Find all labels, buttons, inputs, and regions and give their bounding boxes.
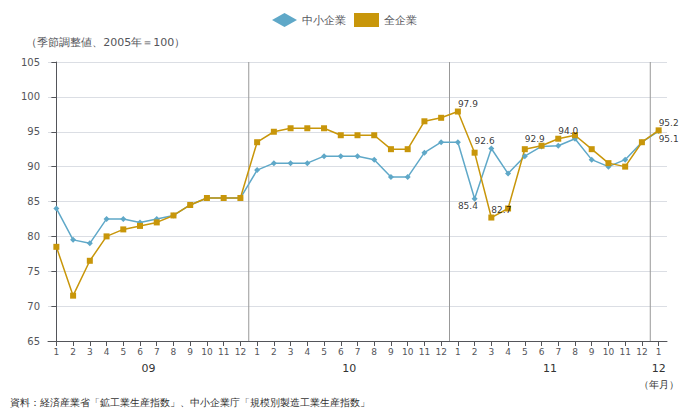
svg-text:3: 3 — [288, 347, 294, 357]
svg-text:94.0: 94.0 — [558, 126, 578, 136]
svg-text:12: 12 — [652, 362, 666, 375]
svg-text:4: 4 — [304, 347, 310, 357]
svg-text:11: 11 — [619, 347, 630, 357]
svg-text:11: 11 — [218, 347, 229, 357]
svg-text:100: 100 — [21, 91, 40, 102]
svg-text:105: 105 — [21, 57, 40, 68]
svg-text:10: 10 — [402, 347, 414, 357]
svg-text:（年月）: （年月） — [639, 379, 679, 390]
svg-text:8: 8 — [572, 347, 578, 357]
svg-text:5: 5 — [522, 347, 528, 357]
svg-text:2: 2 — [472, 347, 478, 357]
svg-text:82.7: 82.7 — [491, 205, 511, 215]
svg-text:6: 6 — [338, 347, 344, 357]
svg-text:6: 6 — [539, 347, 545, 357]
svg-text:09: 09 — [141, 362, 155, 375]
svg-text:5: 5 — [120, 347, 126, 357]
svg-text:95.1: 95.1 — [659, 134, 679, 144]
svg-text:12: 12 — [235, 347, 246, 357]
svg-text:全企業: 全企業 — [384, 14, 417, 27]
svg-text:92.9: 92.9 — [525, 134, 545, 144]
svg-text:（季節調整値、2005年＝100）: （季節調整値、2005年＝100） — [26, 36, 185, 49]
svg-text:11: 11 — [543, 362, 557, 375]
svg-text:90: 90 — [27, 161, 40, 172]
svg-text:8: 8 — [371, 347, 377, 357]
svg-text:95: 95 — [27, 126, 40, 137]
svg-text:11: 11 — [419, 347, 430, 357]
svg-text:中小企業: 中小企業 — [302, 14, 346, 27]
svg-text:3: 3 — [488, 347, 494, 357]
svg-text:97.9: 97.9 — [458, 99, 478, 109]
svg-text:資料：経済産業省「鉱工業生産指数」、中小企業庁「規模別製造工: 資料：経済産業省「鉱工業生産指数」、中小企業庁「規模別製造工業生産指数」 — [10, 397, 370, 408]
svg-text:85.4: 85.4 — [458, 201, 478, 211]
svg-text:4: 4 — [104, 347, 110, 357]
svg-text:1: 1 — [254, 347, 260, 357]
svg-text:9: 9 — [187, 347, 193, 357]
svg-text:75: 75 — [27, 266, 40, 277]
svg-text:7: 7 — [555, 347, 561, 357]
svg-text:4: 4 — [505, 347, 511, 357]
svg-text:6: 6 — [137, 347, 143, 357]
svg-text:8: 8 — [171, 347, 177, 357]
svg-text:2: 2 — [70, 347, 76, 357]
svg-text:85: 85 — [27, 196, 40, 207]
svg-text:3: 3 — [87, 347, 93, 357]
svg-text:5: 5 — [321, 347, 327, 357]
svg-text:9: 9 — [589, 347, 595, 357]
svg-text:1: 1 — [53, 347, 59, 357]
svg-text:9: 9 — [388, 347, 394, 357]
svg-text:10: 10 — [201, 347, 213, 357]
svg-text:80: 80 — [27, 231, 40, 242]
svg-text:70: 70 — [27, 301, 40, 312]
svg-text:65: 65 — [27, 336, 40, 347]
svg-text:10: 10 — [342, 362, 356, 375]
svg-text:10: 10 — [603, 347, 615, 357]
svg-text:2: 2 — [271, 347, 277, 357]
svg-text:7: 7 — [154, 347, 160, 357]
svg-text:95.2: 95.2 — [659, 118, 679, 128]
svg-text:12: 12 — [435, 347, 446, 357]
svg-text:1: 1 — [455, 347, 461, 357]
svg-text:7: 7 — [355, 347, 361, 357]
svg-text:12: 12 — [636, 347, 647, 357]
svg-text:92.6: 92.6 — [475, 136, 495, 146]
svg-text:1: 1 — [656, 347, 662, 357]
